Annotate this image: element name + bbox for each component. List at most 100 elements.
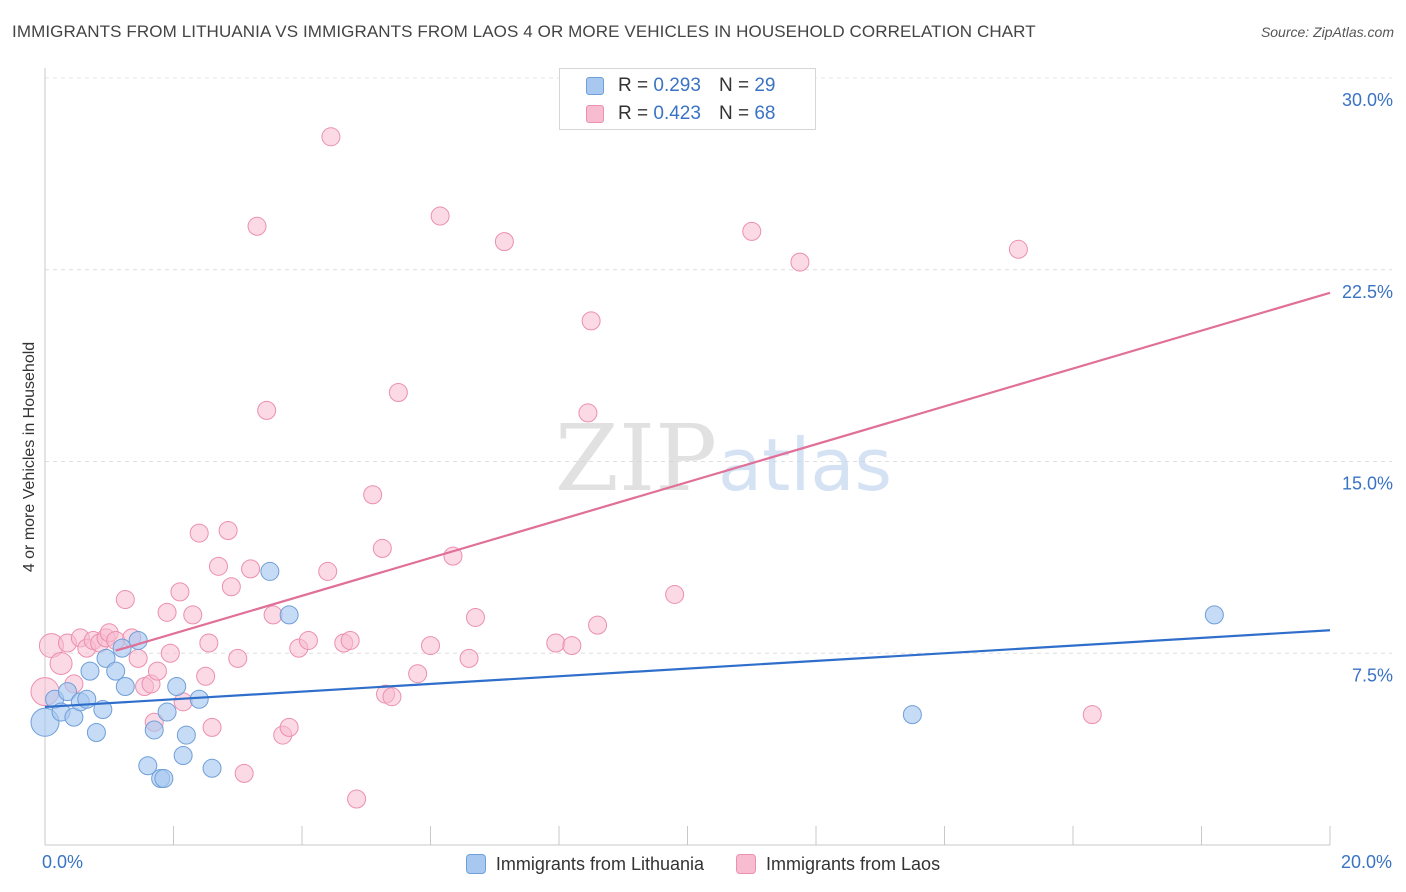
- laos-point: [665, 584, 685, 604]
- laos-point: [581, 311, 601, 331]
- laos-point: [228, 648, 248, 668]
- laos-point: [160, 643, 180, 663]
- lithuania-legend-swatch: [465, 854, 486, 874]
- lithuania-point: [138, 756, 158, 776]
- laos-point: [147, 661, 167, 681]
- laos-legend-label: Immigrants from Laos: [766, 853, 941, 874]
- lithuania-swatch: [586, 77, 604, 95]
- laos-point: [578, 403, 598, 423]
- legend-item-laos: Immigrants from Laos: [736, 854, 940, 875]
- lithuania-point: [189, 689, 209, 709]
- lithuania-point: [30, 707, 60, 737]
- laos-point: [465, 607, 485, 627]
- chart-title: IMMIGRANTS FROM LITHUANIA VS IMMIGRANTS …: [12, 22, 1036, 41]
- laos-point: [562, 636, 582, 656]
- lithuania-point: [176, 725, 196, 745]
- lithuania-trend-line: [44, 629, 1331, 709]
- watermark-zip: ZIP: [555, 405, 717, 512]
- lithuania-point: [93, 699, 113, 719]
- lithuania-point: [202, 758, 222, 778]
- lithuania-point: [144, 720, 164, 740]
- laos-point: [157, 602, 177, 622]
- laos-point: [202, 717, 222, 737]
- laos-point: [183, 605, 203, 625]
- lithuania-point: [154, 769, 174, 789]
- lithuania-n-value: 29: [754, 75, 776, 96]
- laos-point: [790, 252, 810, 272]
- laos-point: [257, 400, 277, 420]
- laos-r-value: 0.423: [653, 103, 701, 124]
- y-tick-label: 15.0%: [1342, 474, 1393, 494]
- laos-point: [263, 605, 283, 625]
- laos-point: [1008, 239, 1028, 259]
- laos-point: [321, 127, 341, 147]
- laos-point: [408, 664, 428, 684]
- laos-point: [742, 221, 762, 241]
- laos-point: [199, 633, 219, 653]
- laos-swatch: [586, 105, 604, 123]
- lithuania-point: [260, 561, 280, 581]
- lithuania-r-value: 0.293: [653, 75, 701, 96]
- laos-point: [208, 556, 228, 576]
- laos-point: [115, 590, 135, 610]
- laos-point: [430, 206, 450, 226]
- laos-point: [234, 763, 254, 783]
- x-tick-label-min: 0.0%: [42, 852, 84, 872]
- r-label: R =: [618, 75, 649, 96]
- y-tick-label: 30.0%: [1342, 90, 1393, 110]
- lithuania-point: [157, 702, 177, 722]
- lithuania-point: [167, 676, 187, 696]
- legend-row-laos: R = 0.423 N = 68: [586, 103, 775, 125]
- lithuania-point: [1204, 605, 1224, 625]
- laos-point: [421, 636, 440, 656]
- laos-point: [318, 561, 338, 581]
- laos-point: [221, 577, 241, 597]
- laos-legend-swatch: [736, 854, 757, 874]
- laos-point: [459, 648, 479, 668]
- lithuania-legend-label: Immigrants from Lithuania: [495, 853, 705, 874]
- laos-n-value: 68: [754, 103, 776, 124]
- n-label: N =: [718, 103, 750, 124]
- y-tick-label: 7.5%: [1352, 665, 1393, 685]
- laos-point: [189, 523, 209, 543]
- lithuania-point: [279, 605, 299, 625]
- laos-point: [298, 630, 318, 650]
- laos-point: [196, 666, 216, 686]
- laos-point: [546, 633, 566, 653]
- trend-lines: [44, 291, 1331, 709]
- laos-point: [241, 559, 261, 579]
- laos-points: [30, 127, 1102, 809]
- correlation-legend: R = 0.293 N = 29 R = 0.423 N = 68: [559, 68, 816, 130]
- laos-point: [388, 382, 408, 402]
- lithuania-point: [80, 661, 100, 681]
- lithuania-point: [106, 661, 126, 681]
- laos-point: [1082, 705, 1102, 725]
- laos-point: [218, 521, 238, 541]
- lithuania-point: [57, 682, 77, 702]
- series-legend: Immigrants from Lithuania Immigrants fro…: [0, 852, 1406, 876]
- laos-point: [494, 232, 514, 252]
- lithuania-point: [173, 746, 193, 766]
- laos-point: [372, 538, 392, 558]
- laos-point: [247, 216, 267, 236]
- r-label: R =: [618, 103, 649, 124]
- laos-point: [347, 789, 367, 809]
- y-tick-label: 22.5%: [1342, 282, 1393, 302]
- laos-point: [279, 717, 299, 737]
- laos-point: [170, 582, 190, 602]
- legend-row-lithuania: R = 0.293 N = 29: [586, 75, 775, 97]
- lithuania-point: [86, 723, 106, 743]
- legend-item-lithuania: Immigrants from Lithuania: [465, 853, 705, 875]
- laos-point: [340, 630, 360, 650]
- laos-point: [382, 687, 402, 707]
- lithuania-point: [902, 705, 922, 725]
- laos-point: [588, 615, 608, 635]
- lithuania-point: [96, 648, 116, 668]
- laos-point: [363, 485, 383, 505]
- laos-point: [128, 648, 148, 668]
- laos-trend-line: [115, 291, 1331, 652]
- n-label: N =: [718, 75, 750, 96]
- y-tick-labels: 7.5% 15.0% 22.5% 30.0%: [1342, 90, 1393, 685]
- x-tick-label-max: 20.0%: [1340, 852, 1392, 872]
